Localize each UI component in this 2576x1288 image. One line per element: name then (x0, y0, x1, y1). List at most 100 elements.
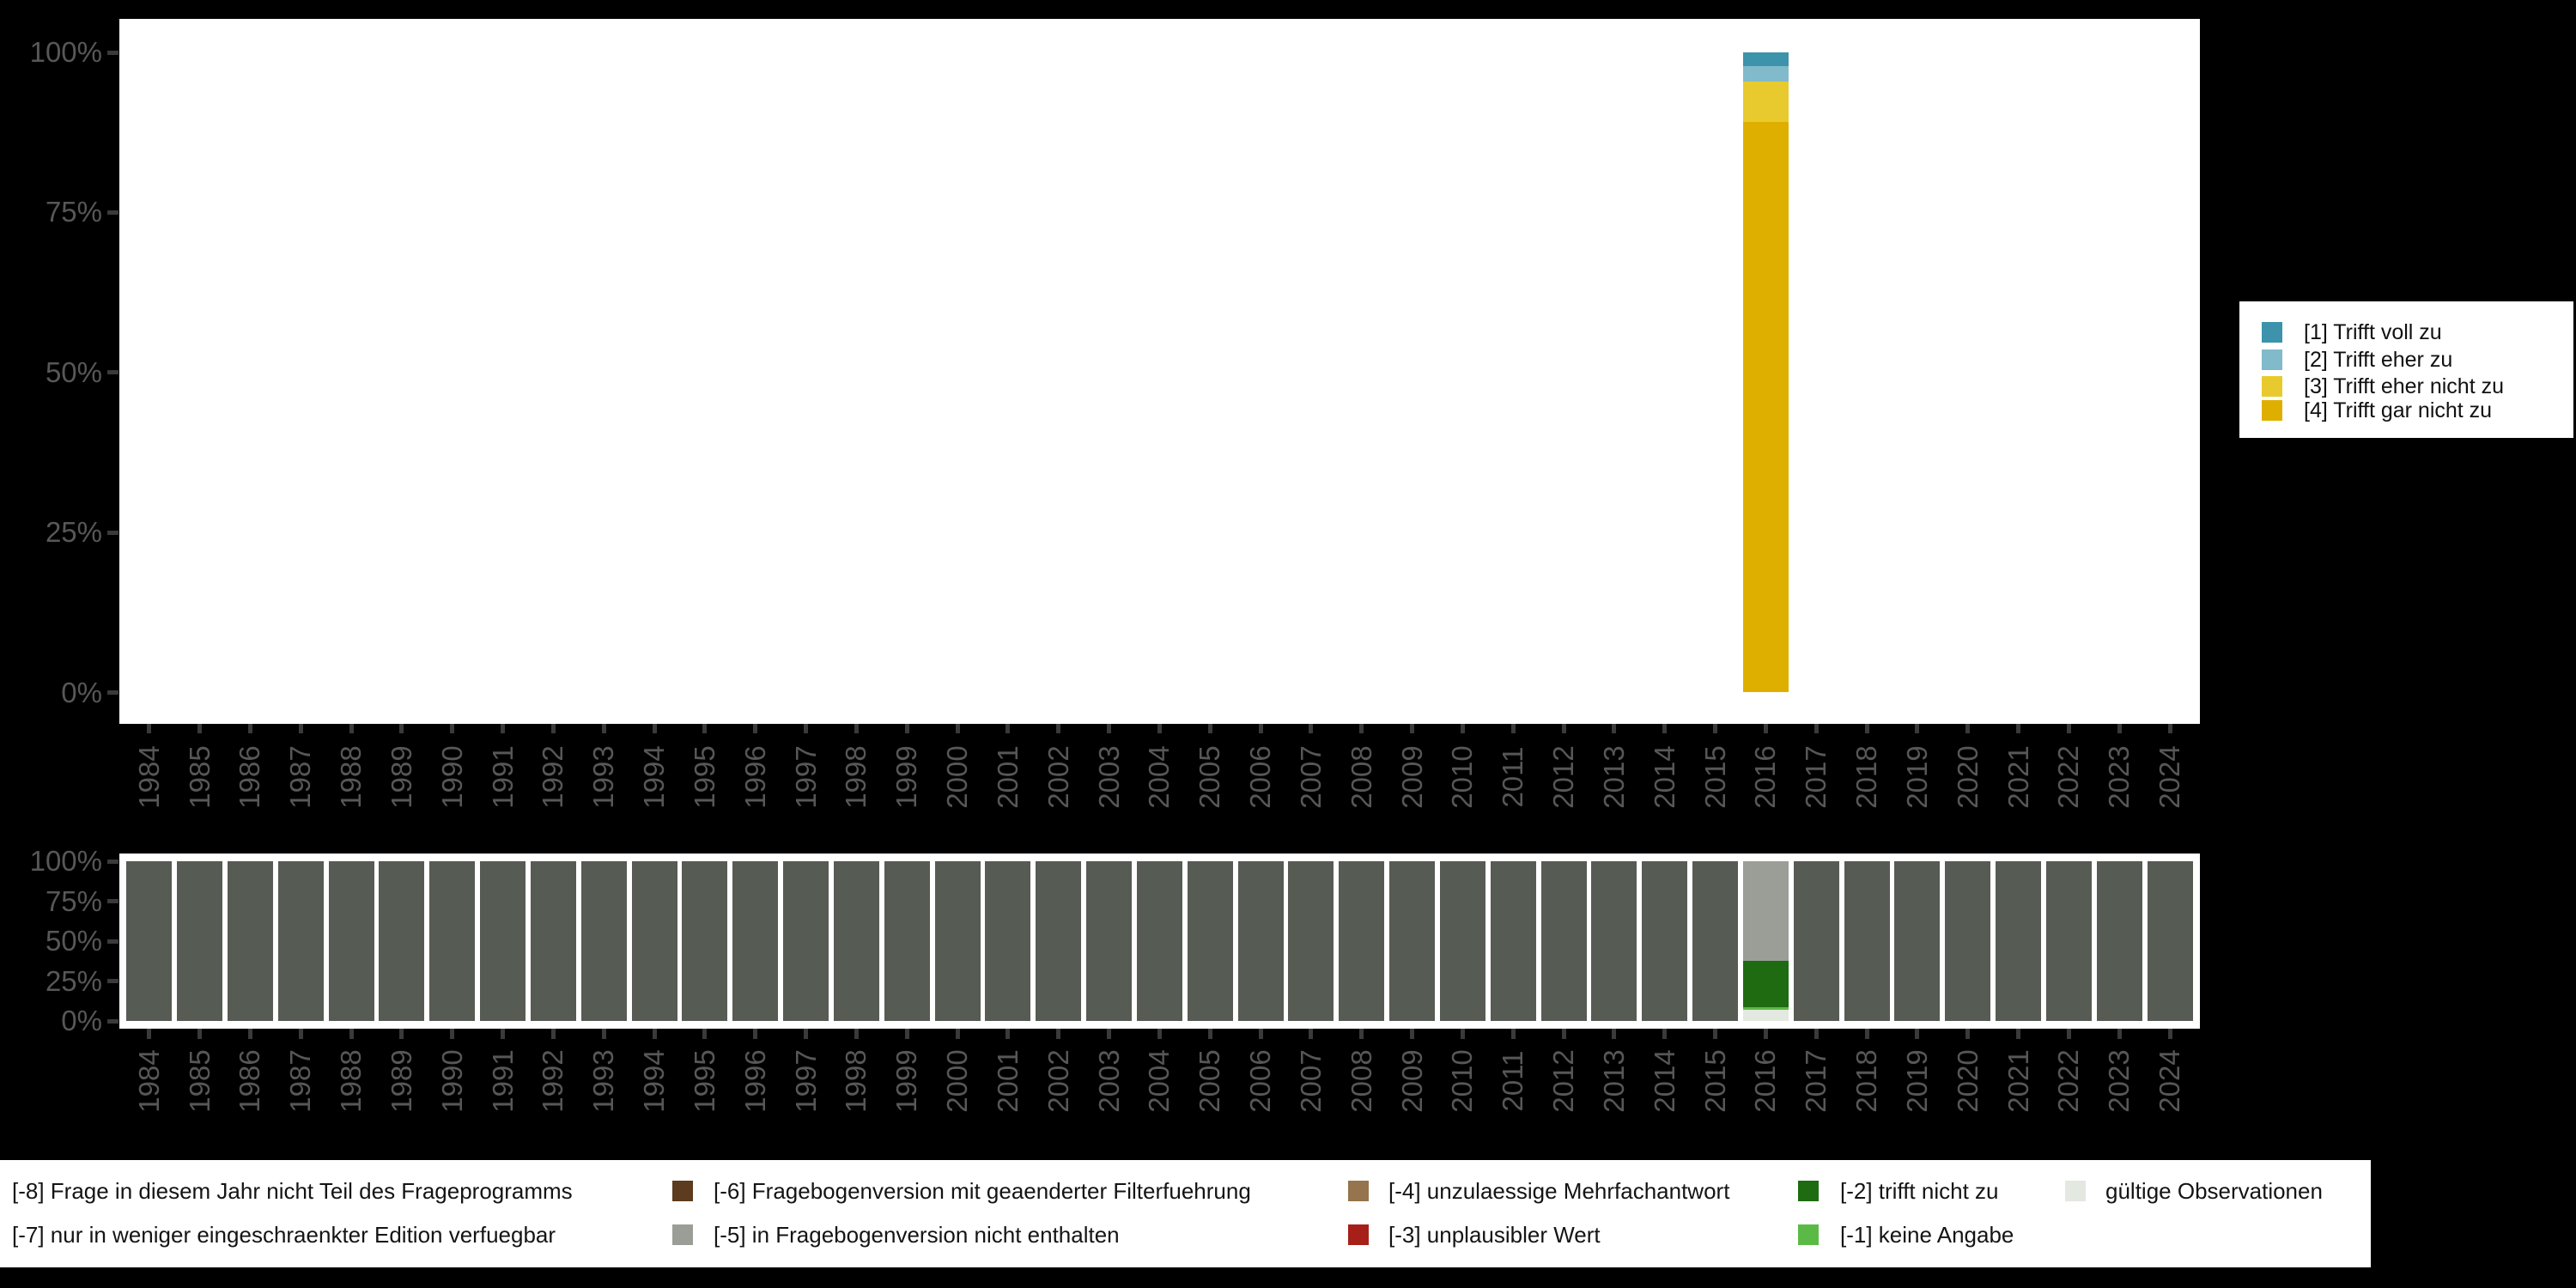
bar-segment (126, 861, 173, 1021)
bottom-x-tick (399, 1029, 404, 1039)
top-x-tick (1713, 724, 1718, 733)
bottom-x-tick (1410, 1029, 1415, 1039)
bar-segment (1742, 961, 1789, 1008)
bottom-x-tick-label: 1998 (840, 1049, 872, 1113)
top-x-tick-label: 2011 (1497, 746, 1529, 808)
bar-2021 (1996, 861, 2041, 1021)
bottom-x-tick-label: 2000 (941, 1049, 974, 1113)
top-x-tick (904, 724, 909, 733)
top-x-tick (702, 724, 708, 733)
bottom-x-tick (147, 1029, 152, 1039)
top-x-tick-label: 1986 (234, 745, 266, 809)
top-x-tick-label: 2017 (1800, 745, 1832, 809)
top-x-tick-label: 2007 (1294, 745, 1327, 809)
top-y-tick-label: 0% (61, 676, 102, 708)
bar-1988 (328, 861, 374, 1021)
bar-segment (1742, 861, 1789, 962)
bar-segment (480, 861, 526, 1021)
bottom-x-tick (1157, 1029, 1162, 1039)
legend-label-minus3: [-3] unplausibler Wert (1388, 1222, 1601, 1248)
bottom-x-tick-label: 1988 (335, 1049, 368, 1113)
bottom-x-tick (501, 1029, 506, 1039)
bottom-y-tick (107, 899, 118, 903)
legend-label: [2] Trifft eher zu (2304, 347, 2453, 372)
bottom-x-tick-label: 1993 (587, 1049, 620, 1113)
bar-segment (1996, 861, 2041, 1021)
bar-segment (1036, 861, 1082, 1021)
bottom-x-tick-label: 2017 (1800, 1049, 1832, 1113)
top-x-tick-label: 2018 (1850, 745, 1883, 809)
top-x-tick (1965, 724, 1971, 733)
bottom-x-tick (1561, 1029, 1566, 1039)
bar-segment (1742, 52, 1789, 66)
bottom-x-tick (1763, 1029, 1768, 1039)
top-x-tick-label: 2020 (1951, 745, 1984, 809)
bottom-x-tick-label: 2020 (1951, 1049, 1984, 1113)
top-x-tick (1864, 724, 1869, 733)
legend-label-minus2: [-2] trifft nicht zu (1840, 1178, 1999, 1204)
bar-segment (580, 861, 627, 1021)
bottom-x-tick (349, 1029, 354, 1039)
top-x-tick (1309, 724, 1314, 733)
bottom-x-tick (1107, 1029, 1112, 1039)
top-x-tick-label: 2015 (1698, 745, 1731, 809)
bottom-x-tick (1207, 1029, 1212, 1039)
top-x-tick (298, 724, 303, 733)
bottom-y-tick-label: 50% (45, 925, 102, 957)
top-x-tick (1157, 724, 1162, 733)
bar-segment (1642, 861, 1688, 1021)
bar-2005 (1187, 861, 1233, 1021)
bottom-x-tick (2117, 1029, 2122, 1039)
bar-segment (1237, 861, 1284, 1021)
bar-2017 (1793, 861, 1839, 1021)
bottom-x-tick-label: 2010 (1446, 1049, 1479, 1113)
top-x-tick (147, 724, 152, 733)
top-y-tick-label: 100% (29, 36, 102, 68)
top-x-tick-label: 2003 (1092, 745, 1125, 809)
bar-segment (379, 861, 425, 1021)
bar-segment (2147, 861, 2193, 1021)
bottom-x-tick (753, 1029, 758, 1039)
legend-label: [1] Trifft voll zu (2304, 319, 2442, 344)
bar-1998 (833, 861, 879, 1021)
top-x-tick (1814, 724, 1819, 733)
top-y-tick-label: 50% (45, 355, 102, 388)
bottom-x-tick-label: 2004 (1143, 1049, 1176, 1113)
top-x-tick-label: 2000 (941, 745, 974, 809)
bottom-x-tick (601, 1029, 606, 1039)
top-x-tick-label: 2021 (2002, 745, 2034, 809)
bar-segment (732, 861, 779, 1021)
top-x-tick (1359, 724, 1364, 733)
top-x-tick (501, 724, 506, 733)
bottom-x-tick (1510, 1029, 1516, 1039)
legend-label-minus5: [-5] in Fragebogenversion nicht enthalte… (714, 1222, 1120, 1248)
missing-codes-legend: [-8] Frage in diesem Jahr nicht Teil des… (0, 1160, 2371, 1267)
bottom-x-tick-label: 1986 (234, 1049, 266, 1113)
bottom-x-tick-label: 1990 (435, 1049, 468, 1113)
bar-1984 (126, 861, 173, 1021)
bar-1997 (783, 861, 829, 1021)
top-x-tick (247, 724, 252, 733)
top-x-tick-label: 2005 (1194, 745, 1226, 809)
bottom-x-tick-label: 2008 (1345, 1049, 1377, 1113)
top-x-tick (1005, 724, 1011, 733)
top-x-tick (601, 724, 606, 733)
bottom-x-tick-label: 1985 (183, 1049, 216, 1113)
bar-2016 (1742, 52, 1789, 693)
top-x-tick (1207, 724, 1212, 733)
bar-segment (1490, 861, 1536, 1021)
bar-segment (429, 861, 476, 1021)
bar-segment (328, 861, 374, 1021)
bar-segment (1086, 861, 1133, 1021)
bottom-x-tick-label: 2003 (1092, 1049, 1125, 1113)
top-x-tick (1258, 724, 1263, 733)
top-x-tick-label: 1990 (435, 745, 468, 809)
top-x-tick (1107, 724, 1112, 733)
top-x-tick (550, 724, 556, 733)
bottom-x-tick-label: 2021 (2002, 1049, 2034, 1113)
top-x-tick (1410, 724, 1415, 733)
top-x-tick (804, 724, 809, 733)
legend-swatch-minus5 (672, 1224, 693, 1245)
bottom-x-tick (1460, 1029, 1465, 1039)
